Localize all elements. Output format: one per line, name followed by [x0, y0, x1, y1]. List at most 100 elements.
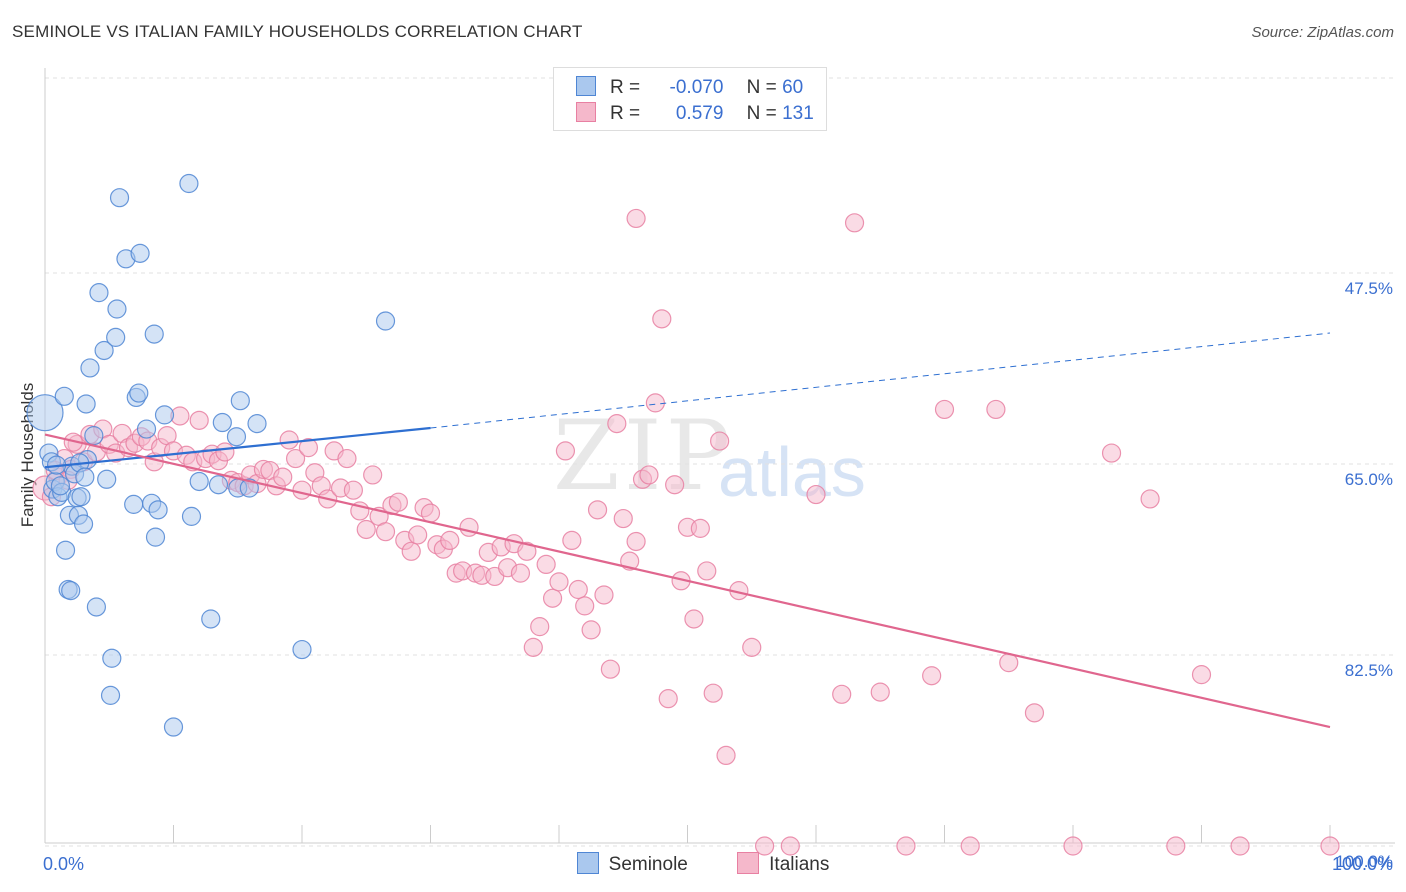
seminole-point — [375, 311, 396, 331]
italians-point — [1140, 489, 1160, 509]
italians-legend-swatch — [737, 852, 760, 874]
seminole-point — [226, 427, 247, 447]
seminole-point — [292, 639, 312, 660]
italians-point — [1101, 443, 1122, 463]
seminole-point — [54, 386, 74, 406]
italians-point — [536, 554, 556, 575]
seminole-point — [208, 475, 229, 495]
italians-point — [530, 617, 550, 637]
italians-point — [408, 525, 428, 545]
legend-label: Italians — [769, 854, 830, 875]
italians-point — [754, 836, 775, 856]
y-tick-label: 47.5% — [1345, 279, 1393, 298]
italians-point — [710, 431, 730, 451]
seminole-point — [76, 394, 96, 414]
seminole-point — [80, 358, 100, 378]
italians-point — [562, 530, 582, 551]
italians-point — [440, 530, 460, 551]
n-label: N = — [746, 77, 777, 98]
italians-point — [510, 563, 531, 583]
y-tick-label: 100.0% — [1335, 852, 1393, 871]
r-label: R = — [610, 77, 641, 98]
italians-point — [639, 465, 659, 485]
x-tick-label: 0.0% — [43, 854, 84, 874]
seminole-trend-extension — [430, 332, 1331, 429]
r-label: R = — [610, 103, 641, 124]
italians-point — [690, 518, 710, 538]
seminole-swatch — [576, 76, 596, 96]
italians-point — [658, 689, 678, 709]
italians-point — [388, 492, 408, 512]
seminole-point — [94, 340, 114, 361]
seminole-point — [136, 419, 157, 439]
series-legend: Seminole Italians — [0, 852, 1406, 876]
seminole-point — [129, 383, 149, 403]
seminole-point — [189, 471, 209, 492]
seminole-point — [163, 717, 184, 737]
italians-point — [626, 208, 646, 229]
x-tick-label: 100.0% — [1332, 854, 1393, 874]
seminole-point — [97, 469, 117, 489]
seminole-point — [102, 648, 122, 668]
italians-point — [401, 541, 421, 561]
italians-point — [285, 448, 306, 469]
seminole-point — [50, 476, 71, 496]
seminole-trend-line — [44, 426, 431, 469]
chart-title: SEMINOLE VS ITALIAN FAMILY HOUSEHOLDS CO… — [12, 22, 583, 41]
italians-point — [742, 637, 762, 657]
seminole-point — [26, 394, 64, 432]
seminole-point — [181, 506, 202, 526]
seminole-point — [179, 173, 199, 194]
italians-point — [613, 508, 633, 529]
legend-item-italians: Italians — [737, 852, 829, 876]
italians-point — [607, 414, 627, 434]
italians-point — [896, 836, 916, 856]
seminole-point — [145, 527, 166, 547]
seminole-point — [148, 500, 168, 520]
italians-point — [986, 399, 1006, 420]
seminole-point — [130, 243, 150, 263]
italians-point — [337, 448, 357, 469]
italians-point — [343, 480, 363, 500]
italians-point — [1230, 836, 1250, 856]
italians-point — [922, 666, 942, 686]
italians-point — [960, 836, 980, 856]
seminole-legend-swatch — [576, 852, 599, 874]
seminole-point — [239, 478, 259, 498]
italians-point — [420, 503, 441, 523]
italians-point — [523, 637, 543, 657]
italians-point — [279, 430, 299, 450]
italians-point — [375, 522, 396, 542]
italians-point — [870, 682, 890, 702]
chart-source: Source: ZipAtlas.com — [1251, 24, 1394, 41]
italians-point — [1320, 836, 1340, 856]
seminole-point — [84, 426, 104, 446]
italians-point — [189, 410, 209, 430]
italians-point — [697, 561, 717, 581]
italians-point — [215, 442, 235, 462]
seminole-point — [247, 414, 267, 434]
italians-swatch — [576, 102, 596, 122]
italians-point — [549, 572, 569, 592]
n-value: 131 — [782, 103, 814, 124]
seminole-point — [71, 487, 91, 507]
seminole-point — [212, 412, 232, 433]
seminole-point — [106, 327, 126, 347]
seminole-point — [201, 609, 221, 629]
italians-point — [1191, 665, 1212, 685]
italians-point — [292, 480, 312, 500]
italians-point — [356, 519, 376, 540]
italians-point — [652, 309, 672, 329]
italians-point — [780, 836, 800, 856]
italians-point — [555, 441, 576, 461]
italians-point — [806, 484, 826, 505]
italians-point — [645, 393, 665, 413]
stats-legend: R = -0.070 N = 60 R = 0.579 N = 131 — [553, 67, 827, 131]
italians-point — [1063, 836, 1083, 856]
seminole-point — [73, 514, 94, 534]
italians-point — [542, 588, 563, 608]
watermark-atlas: atlas — [718, 433, 866, 511]
seminole-point — [230, 391, 250, 411]
seminole-point — [100, 685, 121, 705]
